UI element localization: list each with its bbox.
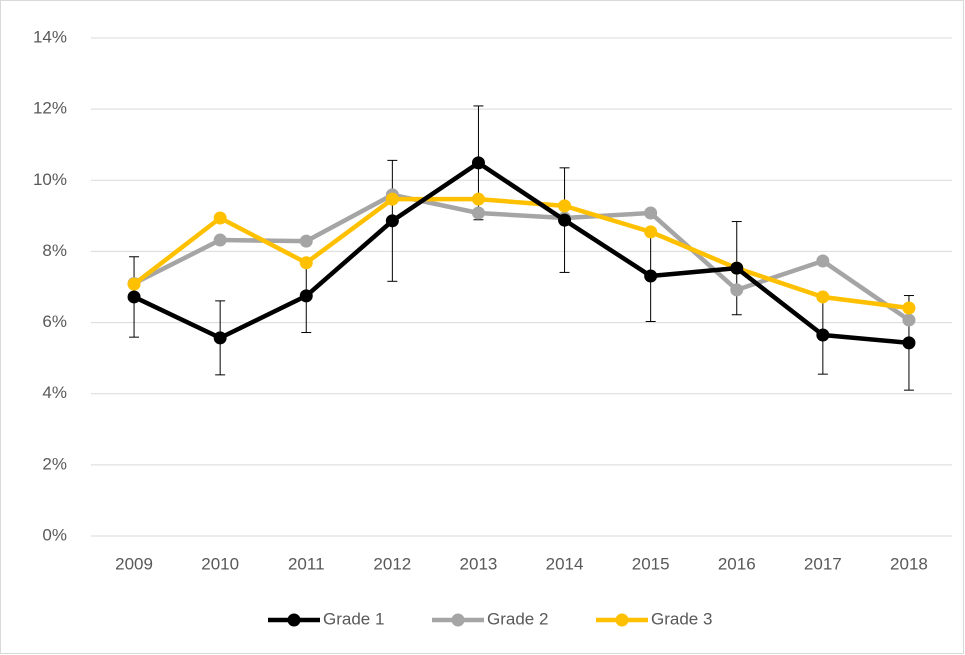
x-tick-label: 2014 bbox=[546, 554, 584, 573]
series-line bbox=[132, 196, 910, 311]
data-point bbox=[644, 269, 658, 283]
data-point bbox=[644, 225, 658, 239]
legend-marker bbox=[287, 613, 301, 627]
y-tick-label: 6% bbox=[42, 312, 67, 331]
data-point bbox=[299, 234, 313, 248]
data-point bbox=[213, 331, 227, 345]
data-point bbox=[730, 261, 744, 275]
data-point bbox=[558, 199, 572, 213]
data-point bbox=[644, 206, 658, 220]
legend-label: Grade 3 bbox=[651, 609, 712, 628]
series-line bbox=[133, 160, 910, 346]
x-tick-label: 2009 bbox=[115, 554, 153, 573]
y-tick-label: 2% bbox=[42, 454, 67, 473]
x-tick-label: 2017 bbox=[804, 554, 842, 573]
x-tick-label: 2016 bbox=[718, 554, 756, 573]
data-point bbox=[471, 192, 485, 206]
data-point bbox=[127, 290, 141, 304]
y-tick-label: 12% bbox=[33, 99, 67, 118]
y-tick-label: 4% bbox=[42, 383, 67, 402]
x-tick-label: 2011 bbox=[288, 554, 325, 573]
data-point bbox=[902, 313, 916, 327]
data-point bbox=[816, 254, 830, 268]
data-point bbox=[730, 283, 744, 297]
data-point bbox=[385, 192, 399, 206]
data-point bbox=[902, 301, 916, 315]
data-point bbox=[816, 290, 830, 304]
legend-label: Grade 1 bbox=[323, 609, 384, 628]
legend-marker bbox=[615, 613, 629, 627]
x-tick-label: 2018 bbox=[890, 554, 928, 573]
data-point bbox=[558, 213, 572, 227]
x-tick-label: 2012 bbox=[373, 554, 411, 573]
y-tick-label: 10% bbox=[33, 170, 67, 189]
legend-marker bbox=[451, 613, 465, 627]
data-point bbox=[902, 336, 916, 350]
y-tick-label: 14% bbox=[33, 27, 67, 46]
y-tick-label: 0% bbox=[42, 525, 67, 544]
data-point bbox=[299, 289, 313, 303]
x-tick-label: 2010 bbox=[201, 554, 239, 573]
data-point bbox=[299, 256, 313, 270]
data-point bbox=[213, 233, 227, 247]
data-point bbox=[816, 328, 830, 342]
legend-label: Grade 2 bbox=[487, 609, 548, 628]
x-tick-label: 2015 bbox=[632, 554, 670, 573]
data-point bbox=[385, 214, 399, 228]
data-point bbox=[213, 211, 227, 225]
data-point bbox=[127, 277, 141, 291]
data-point bbox=[471, 206, 485, 220]
x-tick-label: 2013 bbox=[460, 554, 498, 573]
y-tick-label: 8% bbox=[42, 241, 67, 260]
data-point bbox=[471, 156, 485, 170]
